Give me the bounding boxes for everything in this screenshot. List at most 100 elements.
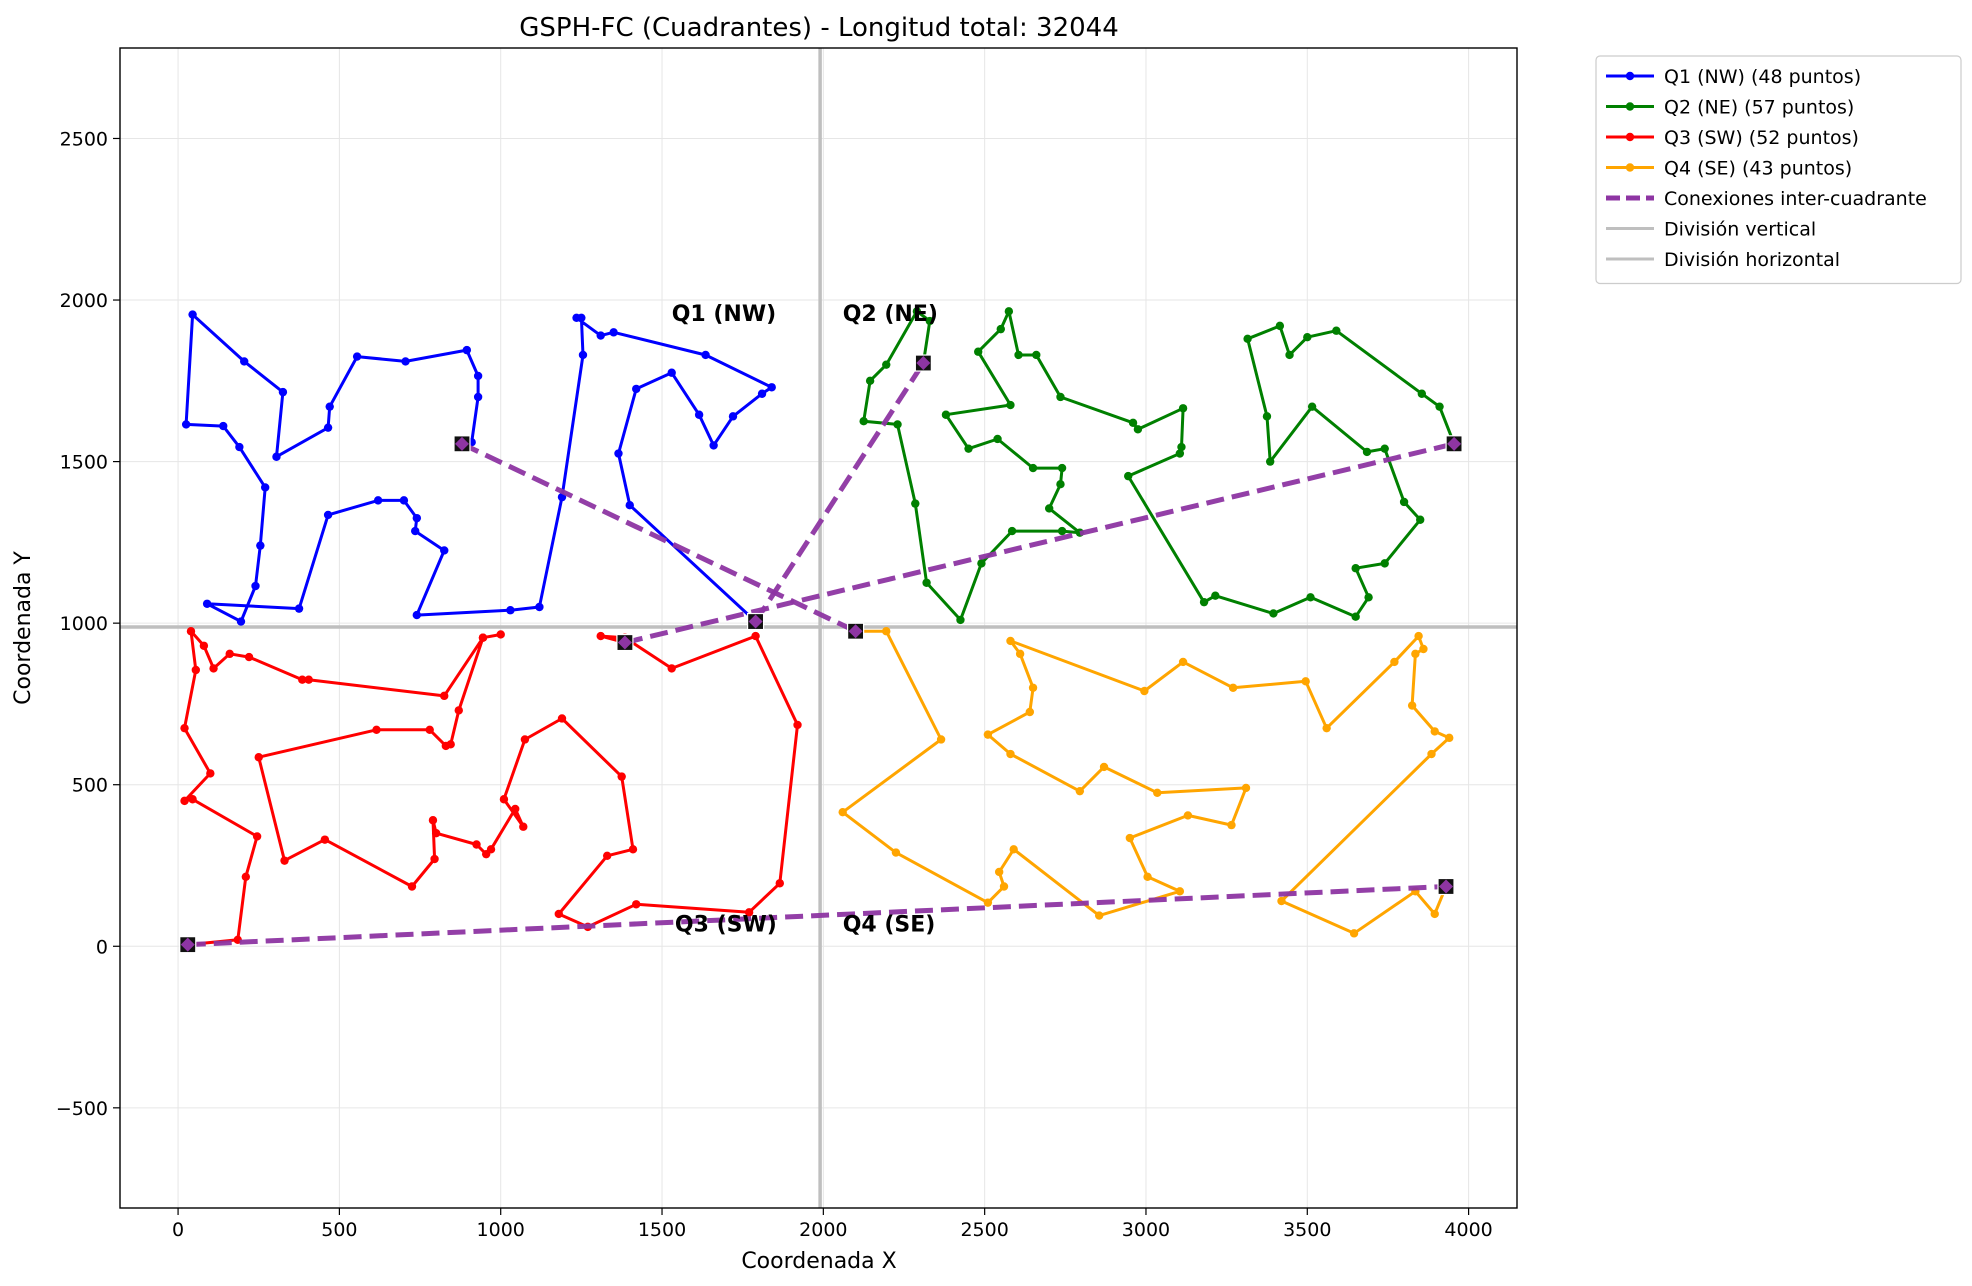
data-point bbox=[999, 882, 1009, 891]
data-point bbox=[744, 908, 754, 917]
quadrant-label: Q3 (SW) bbox=[675, 913, 777, 938]
data-point bbox=[325, 402, 334, 411]
data-point bbox=[751, 631, 760, 641]
connection-line bbox=[624, 441, 1455, 645]
data-point bbox=[206, 769, 215, 778]
data-point bbox=[1006, 400, 1015, 410]
data-point bbox=[1124, 471, 1133, 481]
data-point bbox=[728, 412, 738, 421]
data-point bbox=[1419, 644, 1428, 654]
endpoint-diamond bbox=[916, 356, 931, 371]
data-point bbox=[401, 357, 410, 366]
data-point bbox=[602, 851, 612, 860]
data-point bbox=[891, 848, 901, 857]
x-axis-label: Coordenada X bbox=[741, 1249, 896, 1274]
data-point bbox=[912, 307, 922, 316]
data-point bbox=[1285, 350, 1294, 360]
data-point bbox=[188, 795, 197, 804]
data-point bbox=[554, 909, 563, 919]
data-point bbox=[462, 345, 472, 355]
endpoint-diamond bbox=[1447, 436, 1462, 451]
data-point bbox=[1057, 526, 1067, 536]
legend-marker bbox=[1625, 163, 1635, 172]
data-point bbox=[632, 900, 641, 909]
data-point bbox=[304, 675, 313, 684]
data-point bbox=[1227, 820, 1236, 830]
data-point bbox=[775, 879, 784, 888]
data-point bbox=[1332, 326, 1341, 335]
data-point bbox=[1028, 683, 1038, 692]
data-point bbox=[974, 347, 983, 356]
data-point bbox=[323, 510, 333, 520]
data-point bbox=[977, 559, 986, 568]
data-point bbox=[694, 410, 704, 419]
y-tick-label: 500 bbox=[72, 775, 108, 797]
connection-line bbox=[187, 883, 1447, 948]
data-point bbox=[609, 328, 618, 337]
data-point bbox=[1004, 307, 1014, 316]
data-point bbox=[260, 483, 270, 492]
data-point bbox=[1057, 463, 1067, 473]
data-point bbox=[235, 442, 244, 452]
legend-label: Q3 (SW) (52 puntos) bbox=[1664, 127, 1859, 149]
x-tick-label: 0 bbox=[172, 1219, 184, 1241]
data-point bbox=[922, 578, 931, 587]
data-point bbox=[964, 444, 973, 453]
data-point bbox=[1243, 334, 1252, 344]
data-point bbox=[983, 730, 993, 739]
data-point bbox=[481, 849, 491, 859]
data-point bbox=[241, 872, 251, 882]
data-point bbox=[1417, 389, 1427, 398]
data-point bbox=[911, 499, 920, 508]
legend-item: División vertical bbox=[1606, 219, 1816, 241]
data-point bbox=[1177, 442, 1186, 452]
data-point bbox=[278, 387, 288, 397]
legend-label: Q1 (NW) (48 puntos) bbox=[1664, 66, 1861, 88]
data-point bbox=[793, 720, 802, 730]
data-point bbox=[272, 452, 281, 461]
data-point bbox=[838, 807, 847, 817]
data-point bbox=[1183, 811, 1193, 820]
legend-label: División vertical bbox=[1664, 219, 1816, 241]
data-point bbox=[454, 706, 463, 715]
data-point bbox=[1435, 402, 1444, 411]
data-point bbox=[1351, 612, 1360, 621]
data-point bbox=[994, 867, 1004, 877]
endpoint-diamond bbox=[454, 436, 469, 451]
data-point bbox=[1275, 321, 1285, 331]
data-point bbox=[412, 513, 422, 523]
data-point bbox=[1416, 515, 1425, 524]
data-point bbox=[1178, 404, 1188, 413]
legend-item: Conexiones inter-cuadrante bbox=[1606, 188, 1927, 210]
x-tick-label: 2000 bbox=[799, 1219, 847, 1241]
y-tick-label: 2500 bbox=[60, 128, 108, 150]
data-point bbox=[472, 840, 481, 849]
series-line bbox=[183, 629, 799, 947]
data-point bbox=[572, 313, 581, 323]
data-point bbox=[473, 392, 483, 402]
legend-box bbox=[1595, 55, 1962, 285]
legend-marker bbox=[1625, 132, 1635, 142]
data-point bbox=[596, 331, 605, 340]
data-point bbox=[1380, 559, 1389, 568]
data-point bbox=[181, 420, 191, 429]
plot-frame bbox=[119, 47, 1518, 1209]
data-point bbox=[209, 664, 218, 673]
inter-quadrant-connections bbox=[187, 361, 1455, 948]
data-point bbox=[1056, 392, 1065, 402]
y-tick-label: 1000 bbox=[60, 613, 108, 635]
data-point bbox=[1025, 707, 1035, 717]
data-point bbox=[956, 615, 965, 625]
data-point bbox=[1032, 350, 1041, 360]
data-point bbox=[865, 376, 875, 386]
data-point bbox=[1199, 597, 1209, 607]
x-tick-label: 1500 bbox=[638, 1219, 686, 1241]
data-point bbox=[941, 410, 951, 419]
y-tick-label: 2000 bbox=[60, 290, 108, 312]
data-point bbox=[709, 441, 718, 450]
data-point bbox=[431, 828, 441, 838]
data-point bbox=[882, 360, 891, 369]
data-point bbox=[1133, 425, 1143, 434]
data-point bbox=[1407, 701, 1417, 710]
data-point bbox=[251, 581, 260, 591]
